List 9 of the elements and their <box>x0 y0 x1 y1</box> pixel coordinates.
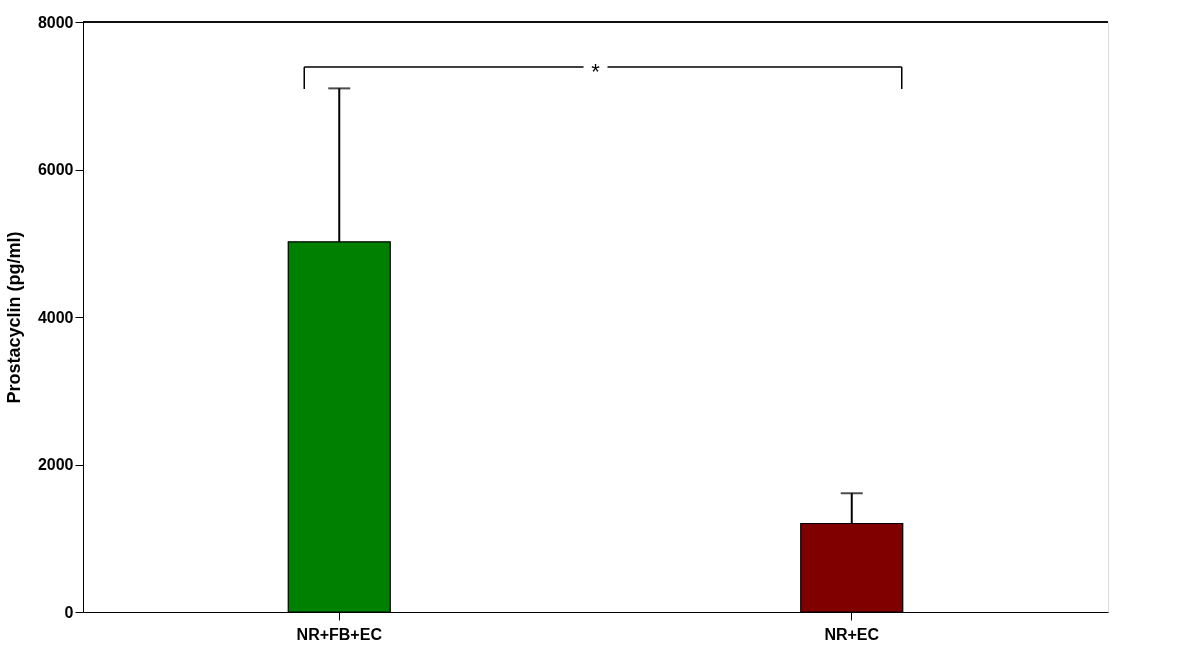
y-tick-label: 2000 <box>37 456 74 473</box>
y-axis-title: Prostacyclin (pg/ml) <box>3 231 24 404</box>
annotation: * <box>591 59 601 84</box>
y-tick-label: 8000 <box>37 13 74 31</box>
x-tick-label: NR+FB+EC <box>296 625 383 643</box>
y-tick-label: 6000 <box>37 161 74 178</box>
y-tick-label: 4000 <box>37 308 74 326</box>
y-tick-label: 0 <box>64 603 74 621</box>
x-tick-label: NR+EC <box>824 625 880 643</box>
